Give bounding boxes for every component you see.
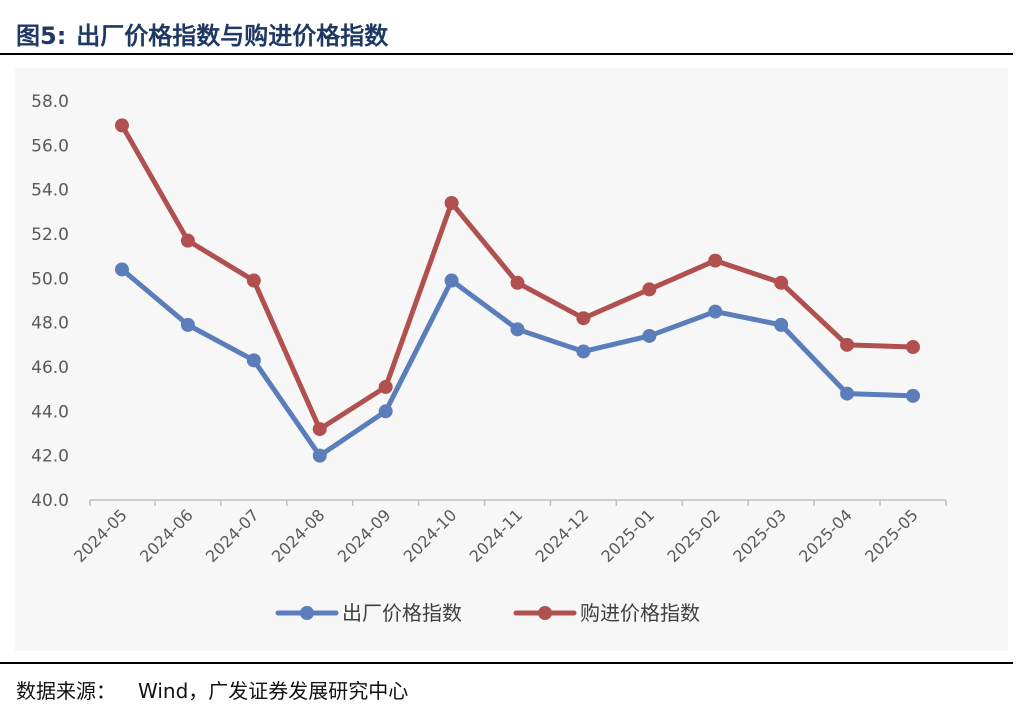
source-label: 数据来源：	[16, 679, 116, 703]
series-1-point	[312, 448, 327, 463]
x-tick-label: 2025-03	[729, 505, 790, 566]
series-1-point	[576, 344, 591, 359]
x-tick-label: 2024-12	[532, 505, 593, 566]
y-tick-label: 42.0	[31, 447, 69, 467]
series-2-point	[840, 337, 855, 352]
series-1-point	[708, 304, 723, 319]
series-1-point	[906, 388, 920, 403]
figure-title-text: 出厂价格指数与购进价格指数	[76, 22, 389, 50]
series-2-point	[312, 422, 327, 437]
source-text: Wind，广发证券发展研究中心	[138, 679, 409, 703]
series-1-point	[115, 262, 129, 277]
y-tick-label: 46.0	[31, 358, 69, 378]
y-tick-label: 48.0	[31, 314, 69, 334]
y-tick-label: 54.0	[31, 181, 69, 201]
x-tick-label: 2024-09	[334, 505, 395, 566]
series-2-point	[774, 275, 789, 290]
x-tick-label: 2025-04	[795, 505, 856, 566]
top-divider	[0, 53, 1013, 55]
line-chart: 40.0 42.0 44.0 46.0 48.0 50.0 52.0 54.0 56.0 58.0…	[31, 92, 947, 625]
x-tick-label: 2024-07	[202, 505, 263, 566]
y-tick-label: 44.0	[31, 402, 69, 422]
x-tick-label: 2025-01	[597, 505, 658, 566]
series-1-point	[642, 328, 657, 343]
y-tick-label: 58.0	[31, 92, 69, 112]
series-1-point	[840, 386, 855, 401]
bottom-divider	[0, 662, 1013, 664]
x-tick-label: 2024-05	[70, 505, 131, 566]
y-tick-label: 52.0	[31, 225, 69, 245]
legend-marker-1	[300, 606, 314, 620]
x-tick-label: 2024-08	[268, 505, 329, 566]
series-2-point	[378, 379, 393, 394]
series-2-point	[510, 275, 525, 290]
series-1-point	[180, 317, 195, 332]
legend-label-1: 出厂价格指数	[342, 601, 462, 625]
y-tick-label: 50.0	[31, 269, 69, 289]
figure-title: 图5: 出厂价格指数与购进价格指数	[16, 16, 388, 51]
series-2-point	[444, 195, 459, 210]
series-1-point	[246, 353, 261, 368]
series-2-point	[246, 273, 261, 288]
x-tick-label: 2024-06	[136, 505, 197, 566]
series-1-point	[444, 273, 459, 288]
series-2-point	[576, 311, 591, 326]
series-1-point	[510, 322, 525, 337]
series-2-point	[642, 282, 657, 297]
y-tick-label: 56.0	[31, 136, 69, 156]
series-1-point	[378, 404, 393, 419]
series-2-point	[906, 340, 920, 355]
chart-panel: 40.0 42.0 44.0 46.0 48.0 50.0 52.0 54.0 56.0 58.0…	[15, 68, 1008, 651]
legend-label-2: 购进价格指数	[580, 601, 700, 625]
x-tick-label: 2024-10	[400, 505, 461, 566]
series-2-point	[708, 253, 723, 268]
x-tick-label: 2024-11	[466, 505, 527, 566]
x-tick-label: 2025-02	[663, 505, 724, 566]
series-2-point	[115, 118, 129, 133]
source-note: 数据来源： Wind，广发证券发展研究中心	[16, 675, 408, 704]
x-tick-label: 2025-05	[861, 505, 922, 566]
y-tick-label: 40.0	[31, 491, 69, 511]
figure-number: 图5:	[16, 22, 67, 50]
series-2-point	[180, 233, 195, 248]
legend-marker-2	[538, 606, 552, 620]
series-1-point	[774, 317, 789, 332]
